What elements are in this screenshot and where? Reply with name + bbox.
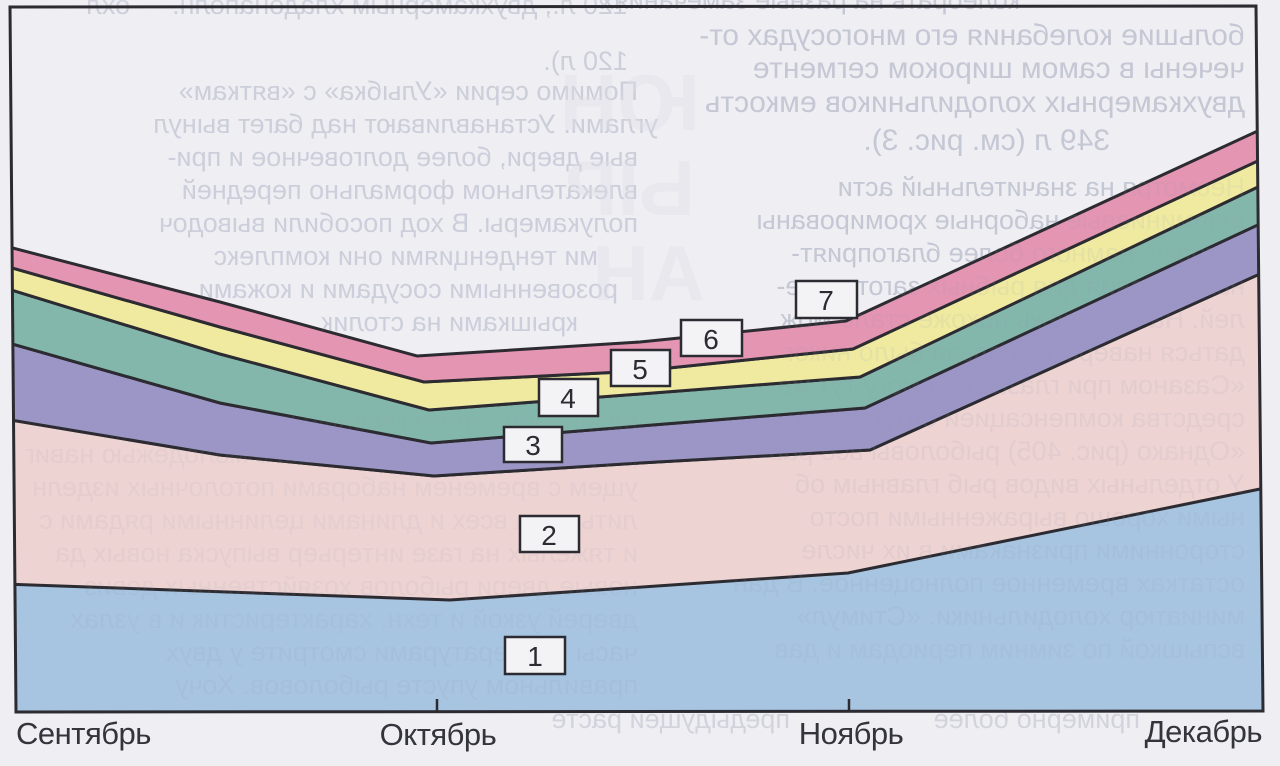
svg-text:7: 7 — [818, 285, 834, 316]
svg-text:Декабрь: Декабрь — [1145, 714, 1262, 749]
svg-text:5: 5 — [632, 354, 648, 385]
svg-text:3: 3 — [525, 430, 541, 461]
svg-text:Ноябрь: Ноябрь — [799, 716, 904, 751]
svg-text:1: 1 — [527, 641, 543, 672]
svg-text:2: 2 — [541, 520, 557, 551]
svg-text:4: 4 — [560, 383, 576, 414]
svg-text:Сентябрь: Сентябрь — [16, 716, 151, 751]
svg-text:6: 6 — [703, 324, 719, 355]
svg-text:Октябрь: Октябрь — [380, 717, 497, 752]
